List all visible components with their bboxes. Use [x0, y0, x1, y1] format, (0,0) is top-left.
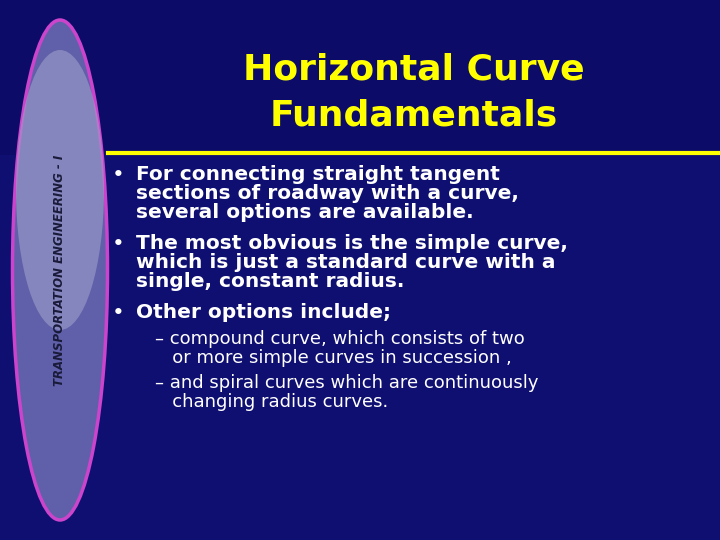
Text: TRANSPORTATION ENGINEERING - I: TRANSPORTATION ENGINEERING - I [53, 154, 66, 386]
Text: The most obvious is the simple curve,: The most obvious is the simple curve, [136, 234, 568, 253]
Text: changing radius curves.: changing radius curves. [155, 393, 388, 411]
Ellipse shape [16, 50, 104, 330]
Text: sections of roadway with a curve,: sections of roadway with a curve, [136, 184, 519, 203]
Text: several options are available.: several options are available. [136, 203, 474, 222]
Text: Other options include;: Other options include; [136, 303, 391, 322]
Text: – compound curve, which consists of two: – compound curve, which consists of two [155, 330, 525, 348]
Text: or more simple curves in succession ,: or more simple curves in succession , [155, 349, 512, 367]
Text: •: • [112, 234, 125, 254]
Text: single, constant radius.: single, constant radius. [136, 272, 405, 291]
Text: For connecting straight tangent: For connecting straight tangent [136, 165, 500, 184]
Text: Horizontal Curve: Horizontal Curve [243, 53, 585, 87]
Bar [0, 0, 720, 155]
Bar [0, 155, 720, 540]
Text: Fundamentals: Fundamentals [270, 98, 558, 132]
Ellipse shape [12, 20, 107, 520]
Text: which is just a standard curve with a: which is just a standard curve with a [136, 253, 556, 272]
Text: •: • [112, 303, 125, 323]
Text: – and spiral curves which are continuously: – and spiral curves which are continuous… [155, 374, 539, 392]
Text: •: • [112, 165, 125, 185]
